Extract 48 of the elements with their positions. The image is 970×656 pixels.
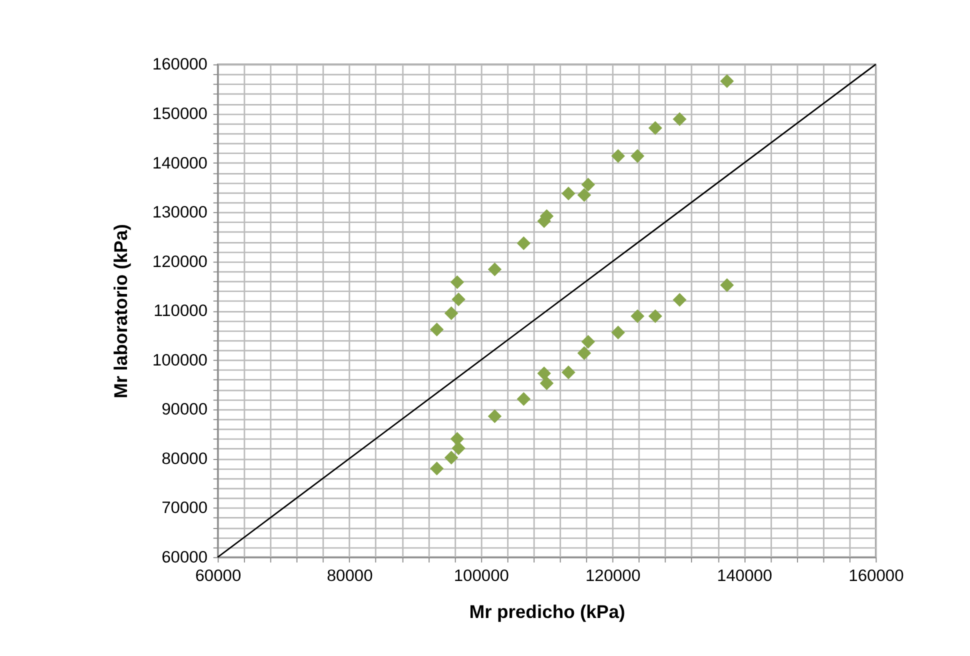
point — [537, 366, 551, 380]
x-tick-label: 100000 — [454, 566, 509, 585]
point — [452, 441, 466, 456]
y-tick-label: 90000 — [162, 400, 208, 419]
point — [562, 365, 576, 380]
point — [720, 278, 734, 292]
point — [611, 149, 625, 163]
y-tick-label: 120000 — [152, 252, 208, 271]
x-tick-label: 120000 — [585, 566, 641, 585]
y-tick-label: 130000 — [152, 202, 208, 222]
point — [488, 409, 502, 424]
point — [450, 275, 464, 290]
x-tick-label: 140000 — [717, 566, 772, 585]
x-tick-label: 160000 — [848, 566, 904, 585]
x-tick-label: 60000 — [195, 566, 242, 585]
y-tick-label: 70000 — [162, 498, 208, 518]
point — [648, 309, 662, 324]
point — [581, 178, 596, 192]
point — [430, 462, 444, 476]
point — [611, 326, 625, 340]
point — [430, 322, 444, 336]
point — [452, 292, 466, 306]
point — [720, 74, 734, 88]
y-tick-label: 150000 — [152, 104, 208, 123]
point — [630, 309, 644, 324]
point — [444, 306, 458, 320]
y-tick-label: 80000 — [162, 448, 208, 468]
point — [577, 346, 592, 360]
y-tick-label: 60000 — [162, 548, 208, 566]
point — [540, 376, 554, 390]
x-tick-label: 80000 — [326, 566, 373, 585]
point — [562, 186, 576, 200]
y-tick-label: 140000 — [152, 153, 208, 172]
y-axis-title: Mr laboratorio (kPa) — [110, 224, 132, 398]
point — [672, 112, 687, 126]
point — [672, 293, 687, 307]
point — [577, 188, 592, 202]
y-tick-label: 110000 — [154, 301, 208, 320]
point — [444, 450, 458, 464]
point — [630, 149, 644, 163]
point — [516, 392, 531, 406]
point — [516, 236, 531, 250]
point — [648, 121, 662, 135]
y-tick-label: 160000 — [152, 54, 208, 74]
x-axis-title: Mr predicho (kPa) — [469, 600, 626, 622]
point — [581, 334, 596, 349]
point — [488, 262, 502, 276]
y-tick-label: 100000 — [152, 350, 208, 370]
